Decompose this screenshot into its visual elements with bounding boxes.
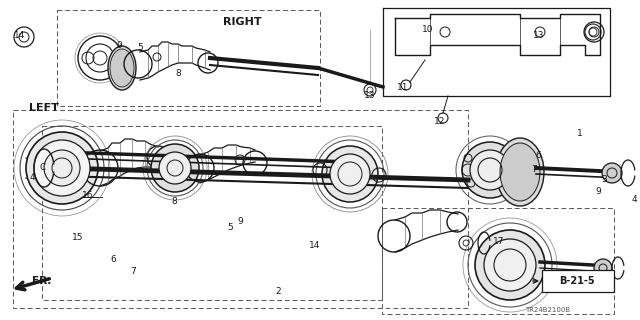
Text: 9: 9 [116, 42, 122, 51]
Text: 9: 9 [237, 218, 243, 227]
Circle shape [475, 230, 545, 300]
Text: 3: 3 [601, 175, 607, 185]
Circle shape [34, 140, 90, 196]
Circle shape [462, 142, 518, 198]
Text: 12: 12 [435, 116, 445, 125]
Text: 1: 1 [577, 129, 583, 138]
Text: 15: 15 [72, 233, 84, 242]
Text: B-21-5: B-21-5 [559, 276, 595, 286]
Circle shape [594, 259, 612, 277]
Circle shape [26, 132, 98, 204]
Circle shape [151, 144, 199, 192]
Text: 4: 4 [631, 196, 637, 204]
Text: C: C [39, 163, 45, 172]
Text: 4: 4 [29, 173, 35, 182]
Text: 5: 5 [227, 223, 233, 233]
Text: 14: 14 [14, 31, 26, 41]
Text: 7: 7 [531, 165, 537, 174]
Circle shape [484, 239, 536, 291]
Text: 13: 13 [533, 31, 545, 41]
Text: 2: 2 [275, 287, 281, 297]
Text: 16: 16 [83, 190, 93, 199]
Bar [542, 270, 614, 292]
Text: 7: 7 [130, 268, 136, 276]
Text: 9: 9 [595, 187, 601, 196]
Text: RIGHT: RIGHT [223, 17, 261, 27]
Text: 6: 6 [535, 150, 541, 159]
Ellipse shape [108, 46, 136, 90]
Text: 6: 6 [110, 255, 116, 265]
Ellipse shape [110, 49, 134, 87]
Ellipse shape [500, 143, 540, 201]
Circle shape [159, 152, 191, 184]
Text: 8: 8 [175, 69, 181, 78]
Text: FR.: FR. [32, 276, 52, 286]
Text: 11: 11 [397, 83, 409, 92]
Text: LEFT: LEFT [29, 103, 59, 113]
Text: 10: 10 [422, 26, 434, 35]
Text: TR24B2100B: TR24B2100B [525, 307, 571, 313]
Text: 5: 5 [137, 43, 143, 52]
Circle shape [322, 146, 378, 202]
Circle shape [330, 154, 370, 194]
Text: 17: 17 [493, 236, 505, 245]
Ellipse shape [496, 138, 544, 206]
Text: 13: 13 [364, 92, 376, 100]
Circle shape [602, 163, 622, 183]
Circle shape [44, 150, 80, 186]
Circle shape [470, 150, 510, 190]
Text: 8: 8 [171, 197, 177, 206]
Text: 14: 14 [309, 242, 321, 251]
